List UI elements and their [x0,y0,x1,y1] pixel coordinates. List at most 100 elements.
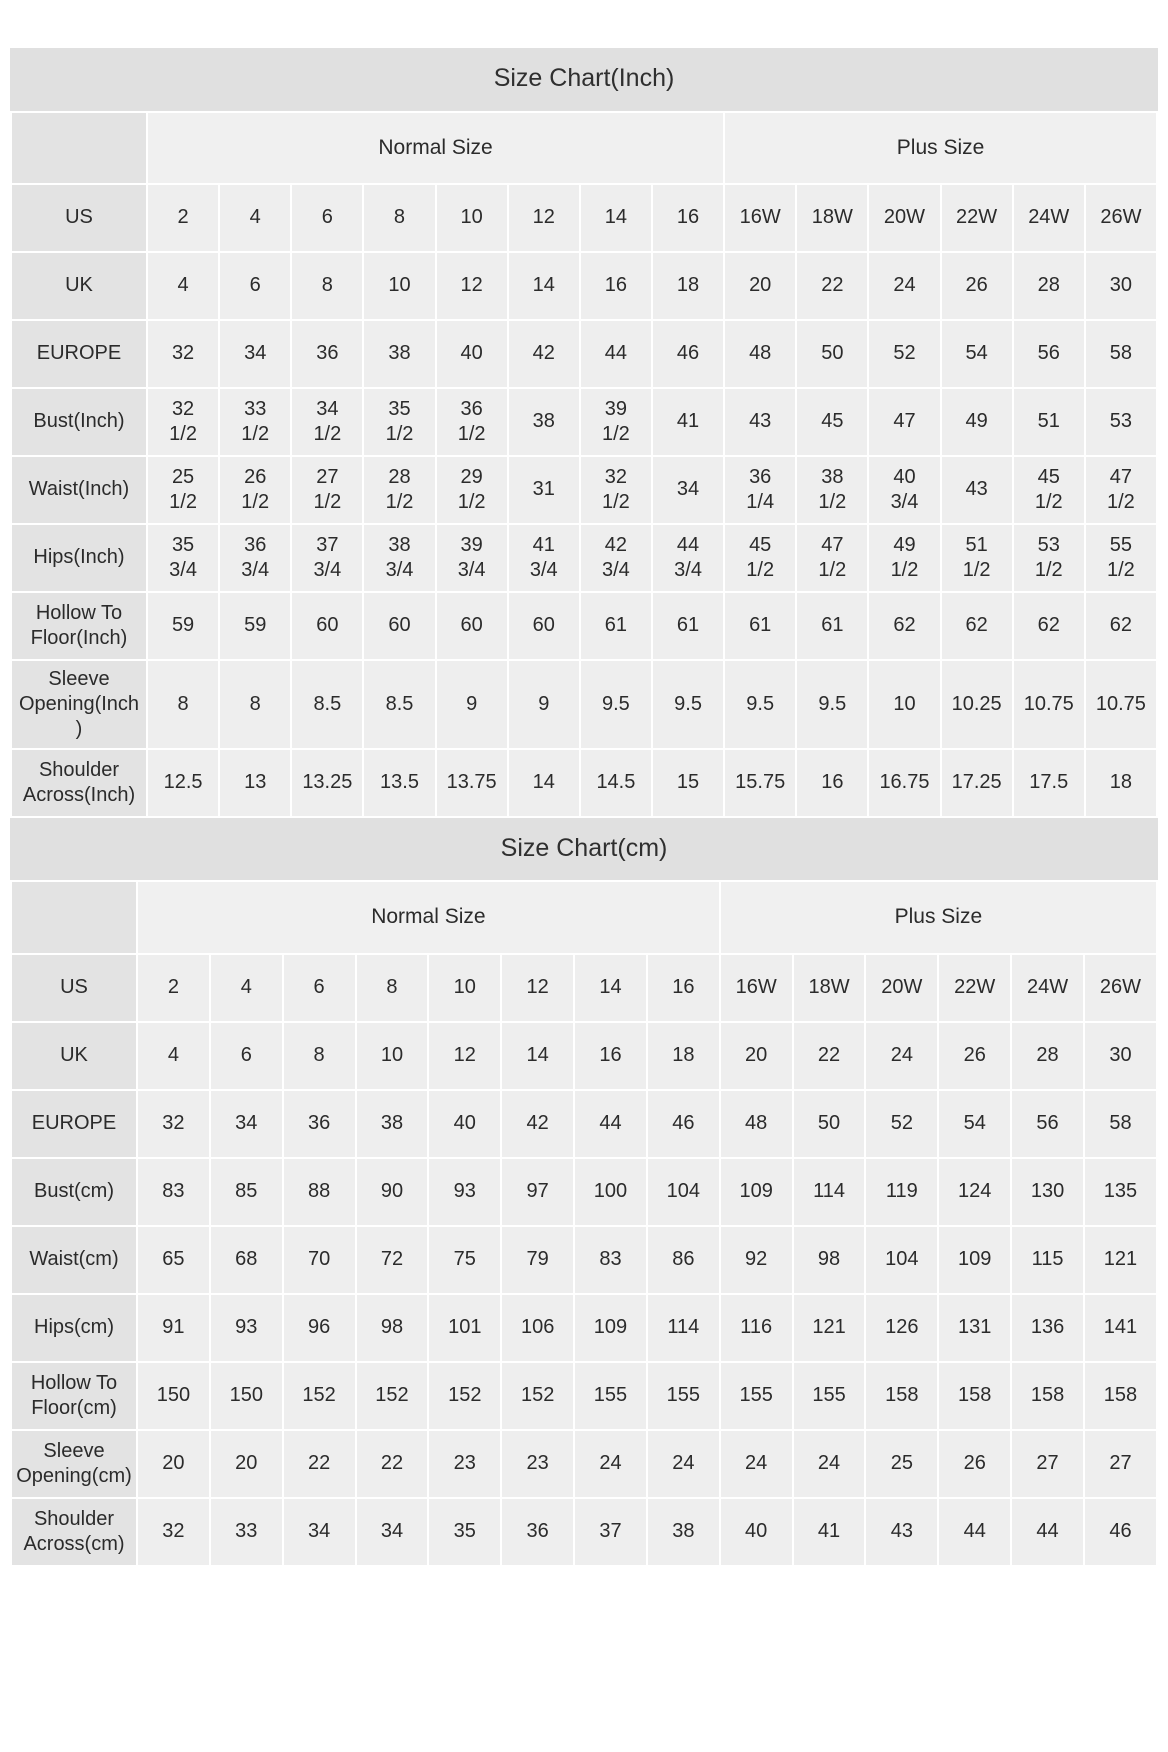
table-cell: 98 [356,1294,428,1361]
measurement-value: 39 1/2 [583,397,649,447]
bottom-spacer [10,1566,1158,1659]
table-cell: 23 [429,1430,501,1497]
measurement-whole: 33 [244,397,267,420]
table-cell: 20W [866,954,938,1021]
measurement-fraction: 1/2 [602,490,630,513]
table-cell: 32 [148,320,219,387]
table-cell: 86 [647,1226,719,1293]
table-cell: 12.5 [148,749,219,816]
table-cell: 26 [941,252,1012,319]
table-cell: 36 3/4 [220,524,291,591]
measurement-value: 32 1/2 [150,397,216,447]
table-cell: 62 [941,592,1012,659]
table-cell: 39 3/4 [436,524,507,591]
table-cell: 92 [720,1226,792,1293]
table-cell: 55 1/2 [1085,524,1156,591]
table-cell: 32 1/2 [580,456,651,523]
table-cell: 27 [1012,1430,1083,1497]
measurement-whole: 53 [1037,533,1060,556]
table-cell: 16W [725,184,796,251]
table-row: UK 4 6 8 10 12 14 16 18 20 22 24 26 28 30 [12,252,1156,319]
measurement-value: 47 1/2 [799,533,865,583]
table-cell: 38 [356,1090,428,1157]
table-cell: 38 1/2 [797,456,868,523]
table-cell: 158 [1012,1362,1083,1429]
table-cell: 14.5 [580,749,651,816]
table-cell: 36 [283,1090,355,1157]
measurement-value: 35 1/2 [366,397,432,447]
table-cell: 34 [652,456,724,523]
measurement-whole: 49 [893,533,916,556]
table-cell: 12 [429,1022,501,1089]
table-cell: 109 [720,1158,792,1225]
table-cell: 20 [725,252,796,319]
measurement-whole: 27 [316,465,339,488]
measurement-fraction: 3/4 [890,490,919,513]
table-cell: 131 [939,1294,1011,1361]
table-cell: 15 [652,749,724,816]
table-cell: 54 [939,1090,1011,1157]
table-cell: 100 [575,1158,646,1225]
measurement-whole: 32 [604,465,628,488]
table-row: Waist(Inch) 25 1/2 26 1/2 27 1/2 28 1/2 29 1/2 31 32… [12,456,1156,523]
table-cell: 12 [508,184,579,251]
measurement-whole: 40 [893,465,916,488]
measurement-value: 36 3/4 [222,533,288,583]
measurement-fraction: 3/4 [529,558,558,581]
table-cell: 36 1/2 [436,388,507,455]
table-cell: 44 [939,1498,1011,1565]
table-cell: 83 [138,1158,209,1225]
table-cell: 26 [939,1430,1011,1497]
measurement-fraction: 3/4 [169,558,197,581]
table-cell: 61 [797,592,868,659]
table-cell: 43 [866,1498,938,1565]
table-cell: 135 [1084,1158,1156,1225]
table-cell: 32 [138,1090,209,1157]
table-cell: 41 [793,1498,865,1565]
table-cell: 26 [939,1022,1011,1089]
measurement-value: 37 3/4 [294,533,360,583]
measurement-value: 53 1/2 [1016,533,1082,583]
table-row: Sleeve Opening(cm) 20 20 22 22 23 23 24 24 24 24 25… [12,1430,1156,1497]
table-cell: 37 3/4 [292,524,363,591]
table-cell: 155 [575,1362,646,1429]
measurement-whole: 35 [388,397,411,420]
table-cell: 158 [866,1362,938,1429]
table-cell: 96 [283,1294,355,1361]
measurement-whole: 26 [244,465,267,488]
table-cell: 25 1/2 [148,456,219,523]
table-cell: 68 [210,1226,282,1293]
table-cell: 90 [356,1158,428,1225]
row-header-cell: Hollow To Floor(Inch) [12,592,146,659]
table-cell: 61 [580,592,651,659]
measurement-fraction: 1/2 [457,422,486,445]
size-chart-page: Size Chart(Inch) Normal Size Plus Size US 2 4… [10,48,1158,1659]
table-cell: 33 1/2 [220,388,291,455]
table-cell: 121 [1084,1226,1156,1293]
measurement-fraction: 3/4 [674,558,702,581]
table-cell: 52 [866,1090,938,1157]
measurement-value: 28 1/2 [366,465,432,515]
measurement-value: 33 1/2 [222,397,288,447]
measurement-value: 29 1/2 [439,465,505,515]
measurement-fraction: 1/2 [241,422,270,445]
measurement-fraction: 1/2 [313,490,342,513]
measurement-whole: 39 [604,397,628,420]
table-cell: 79 [502,1226,574,1293]
table-cell: 2 [138,954,209,1021]
measurement-value: 45 1/2 [1016,465,1082,515]
table-cell: 59 [148,592,219,659]
table-cell: 4 [220,184,291,251]
table-cell: 23 [502,1430,574,1497]
table-cell: 97 [502,1158,574,1225]
measurement-whole: 35 [171,533,195,556]
table-cell: 104 [647,1158,719,1225]
table-cell: 106 [502,1294,574,1361]
table-cell: 101 [429,1294,501,1361]
table-cell: 42 3/4 [580,524,651,591]
table-cell: 42 [508,320,579,387]
table-cell: 28 1/2 [364,456,435,523]
measurement-value: 38 1/2 [799,465,865,515]
row-header-cell: Bust(Inch) [12,388,146,455]
measurement-fraction: 3/4 [457,558,486,581]
